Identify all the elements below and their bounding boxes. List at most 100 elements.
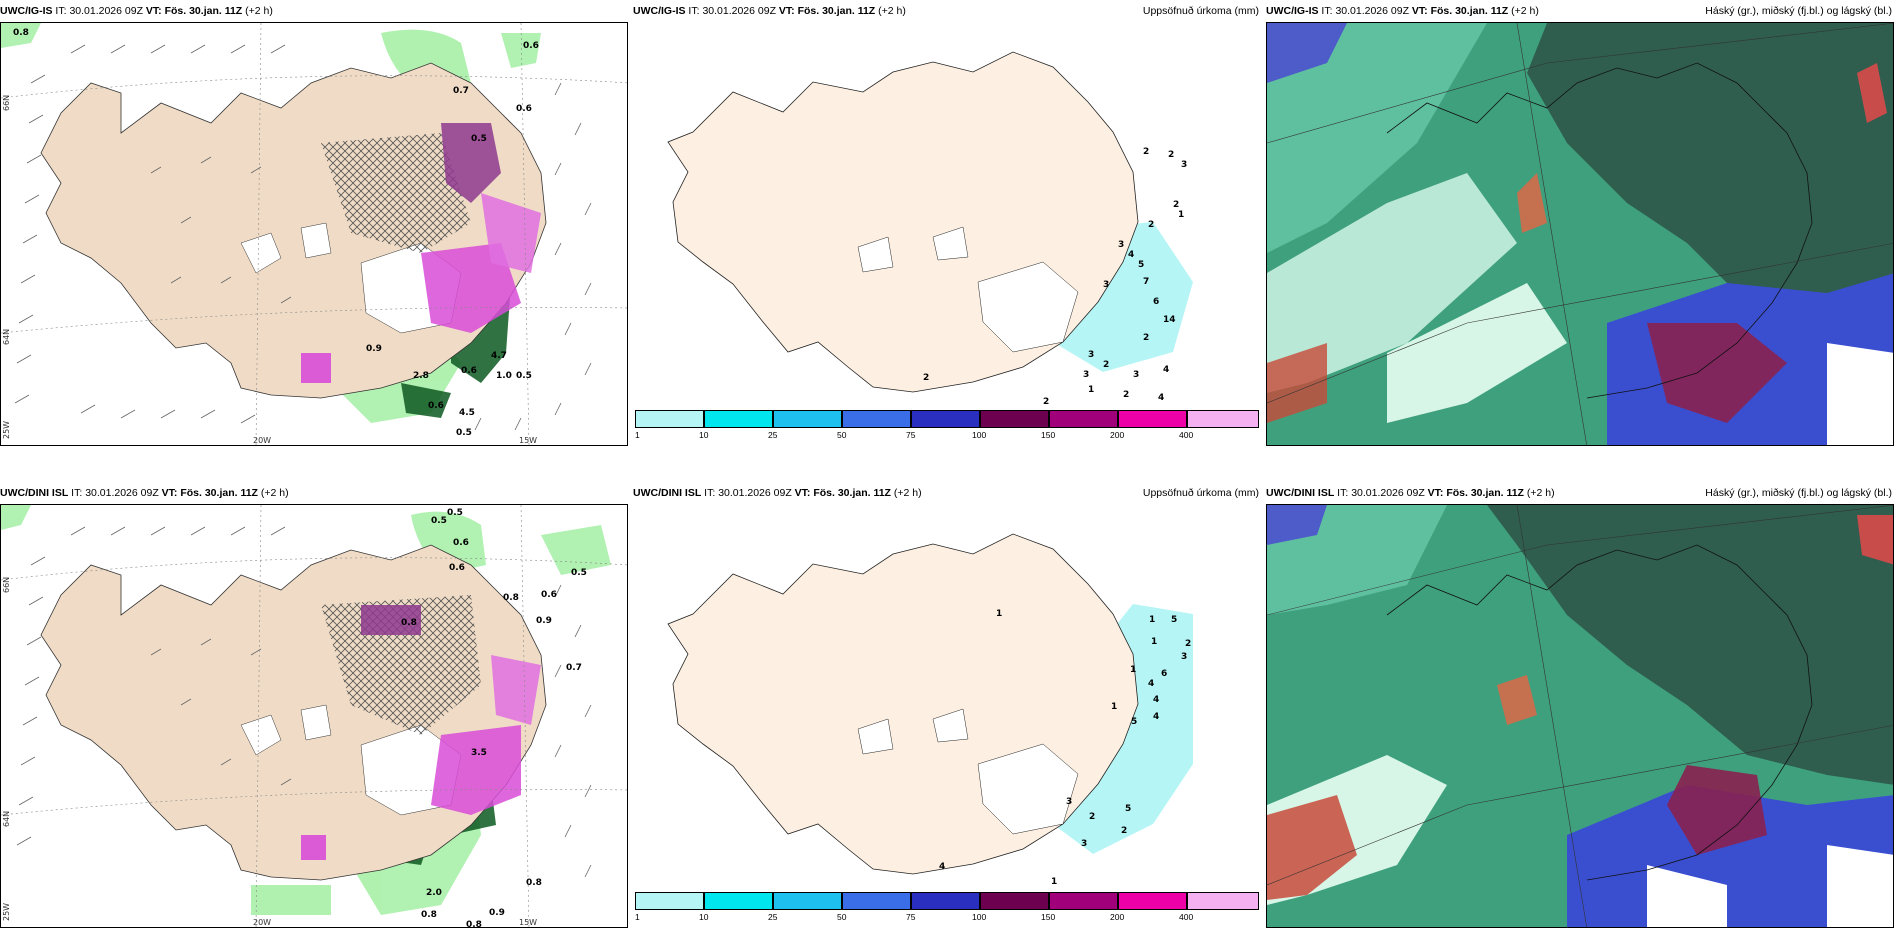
svg-text:2.8: 2.8 [413,371,429,381]
coastline [1386,544,1813,881]
svg-text:3: 3 [1133,370,1139,380]
colorbar-tick: 75 [906,912,916,922]
wind-map-svg: 66N 64N 25W 20W 15W 0.8 0.6 0.7 0.6 0.5 … [1,23,627,445]
svg-text:1: 1 [1088,385,1094,395]
svg-text:2: 2 [1123,390,1129,400]
wind-map[interactable]: 66N 64N 25W 20W 15W 0.5 0.5 0.6 0.6 0.5 … [0,504,628,928]
svg-text:0.5: 0.5 [571,568,587,578]
svg-text:0.6: 0.6 [516,104,532,114]
svg-text:14: 14 [1163,315,1176,325]
precip-map-svg: 1 1 5 1 2 3 1 4 6 4 1 5 4 2 3 5 3 2 1 4 [667,533,1193,887]
cloud-map[interactable] [1266,22,1894,446]
svg-text:2: 2 [1143,333,1149,343]
lat-label-64: 64N [2,329,11,345]
svg-text:1: 1 [1149,615,1155,625]
svg-text:0.5: 0.5 [447,508,463,518]
svg-text:4: 4 [1148,679,1154,689]
colorbar-tick: 50 [837,912,847,922]
svg-text:1: 1 [996,609,1002,619]
wind-value-labels: 0.5 0.5 0.6 0.6 0.5 0.6 0.8 0.9 0.8 0.7 … [401,508,587,928]
svg-text:0.6: 0.6 [461,366,477,376]
wind-map[interactable]: 66N 64N 25W 20W 15W 0.8 0.6 0.7 0.6 0.5 … [0,22,628,446]
colorbar-cell [1049,892,1118,910]
cloud-map[interactable] [1266,504,1894,928]
svg-text:2: 2 [1121,826,1127,836]
colorbar-tick: 100 [972,912,987,922]
svg-text:0.8: 0.8 [466,920,482,928]
svg-text:0.8: 0.8 [13,28,29,38]
glaciers [857,708,1079,835]
svg-text:6: 6 [1153,297,1159,307]
colorbar-tick: 100 [972,430,987,440]
svg-text:2: 2 [1143,147,1149,157]
colorbar-cell [773,892,842,910]
svg-text:1: 1 [1151,637,1157,647]
precip-panel-bottom: UWC/DINI ISL IT: 30.01.2026 09Z VT: Fös.… [633,482,1261,930]
colorbar-tick: 10 [699,430,709,440]
glaciers [857,226,1079,353]
svg-text:4: 4 [1163,365,1169,375]
lat-label-64: 64N [2,811,11,827]
lon-label-15: 15W [519,918,537,927]
svg-text:3: 3 [1081,839,1087,849]
colorbar-cell [704,410,773,428]
cloud-panel-top: UWC/IG-IS IT: 30.01.2026 09Z VT: Fös. 30… [1266,0,1894,448]
panel-title: UWC/DINI ISL IT: 30.01.2026 09Z VT: Fös.… [0,487,289,499]
lat-label-66: 66N [2,577,11,593]
svg-text:6: 6 [1161,669,1167,679]
svg-text:0.5: 0.5 [516,371,532,381]
svg-text:0.6: 0.6 [453,538,469,548]
wind-barbs [14,44,592,431]
colorbar-tick: 200 [1110,912,1125,922]
svg-text:1: 1 [1051,877,1057,887]
precip-map[interactable]: 2 2 3 2 1 2 3 4 5 7 6 3 14 2 3 2 4 3 3 1 [633,22,1261,410]
colorbar-tick: 1 [635,912,640,922]
lon-label-25: 25W [2,421,11,439]
lat-lon-grid [1,23,627,445]
svg-text:4: 4 [1153,712,1159,722]
svg-text:3: 3 [1181,652,1187,662]
precip-value-labels: 1 1 5 1 2 3 1 4 6 4 1 5 4 2 3 5 3 2 1 4 [939,609,1191,887]
lon-label-20: 20W [253,436,271,445]
colorbar-cell [842,892,911,910]
precip-colorbar: 1 10 25 50 75 100 150 200 400 [635,410,1259,446]
svg-text:2.0: 2.0 [426,888,442,898]
colorbar-cell [704,892,773,910]
panel-title: UWC/IG-IS IT: 30.01.2026 09Z VT: Fös. 30… [1266,5,1892,17]
cloud-map-svg [1267,23,1893,445]
svg-text:2: 2 [1089,812,1095,822]
svg-text:3: 3 [1181,160,1187,170]
svg-text:5: 5 [1131,717,1137,727]
cloud-panel-bottom: UWC/DINI ISL IT: 30.01.2026 09Z VT: Fös.… [1266,482,1894,930]
precip-map-svg: 2 2 3 2 1 2 3 4 5 7 6 3 14 2 3 2 4 3 3 1 [667,51,1193,407]
svg-text:5: 5 [1171,615,1177,625]
svg-text:1: 1 [1178,210,1184,220]
svg-text:0.9: 0.9 [366,344,382,354]
svg-text:3: 3 [1083,370,1089,380]
svg-text:7: 7 [1143,277,1149,287]
coastline [1386,62,1813,399]
svg-text:4: 4 [1158,393,1164,403]
cloud-map-svg [1267,505,1893,927]
cloud-layers [1267,505,1893,927]
colorbar-tick: 400 [1179,912,1194,922]
svg-text:2: 2 [1185,639,1191,649]
lon-label-20: 20W [253,918,271,927]
svg-text:3: 3 [1118,240,1124,250]
svg-text:0.7: 0.7 [453,86,469,96]
precip-map[interactable]: 1 1 5 1 2 3 1 4 6 4 1 5 4 2 3 5 3 2 1 4 [633,504,1261,892]
svg-text:0.7: 0.7 [566,663,582,673]
svg-text:0.6: 0.6 [523,41,539,51]
svg-text:4: 4 [1153,695,1159,705]
wind-value-labels: 0.8 0.6 0.7 0.6 0.5 0.9 4.7 1.0 0.5 0.6 … [13,28,539,438]
colorbar-cell [980,410,1049,428]
svg-text:1: 1 [1111,702,1117,712]
wind-map-svg: 66N 64N 25W 20W 15W 0.5 0.5 0.6 0.6 0.5 … [1,505,627,928]
colorbar-cell [1049,410,1118,428]
colorbar-cell [1187,892,1259,910]
lon-label-15: 15W [519,436,537,445]
colorbar-cell [842,410,911,428]
colorbar-tick: 150 [1041,912,1056,922]
svg-text:2: 2 [1148,220,1154,230]
colorbar-cell [635,410,704,428]
